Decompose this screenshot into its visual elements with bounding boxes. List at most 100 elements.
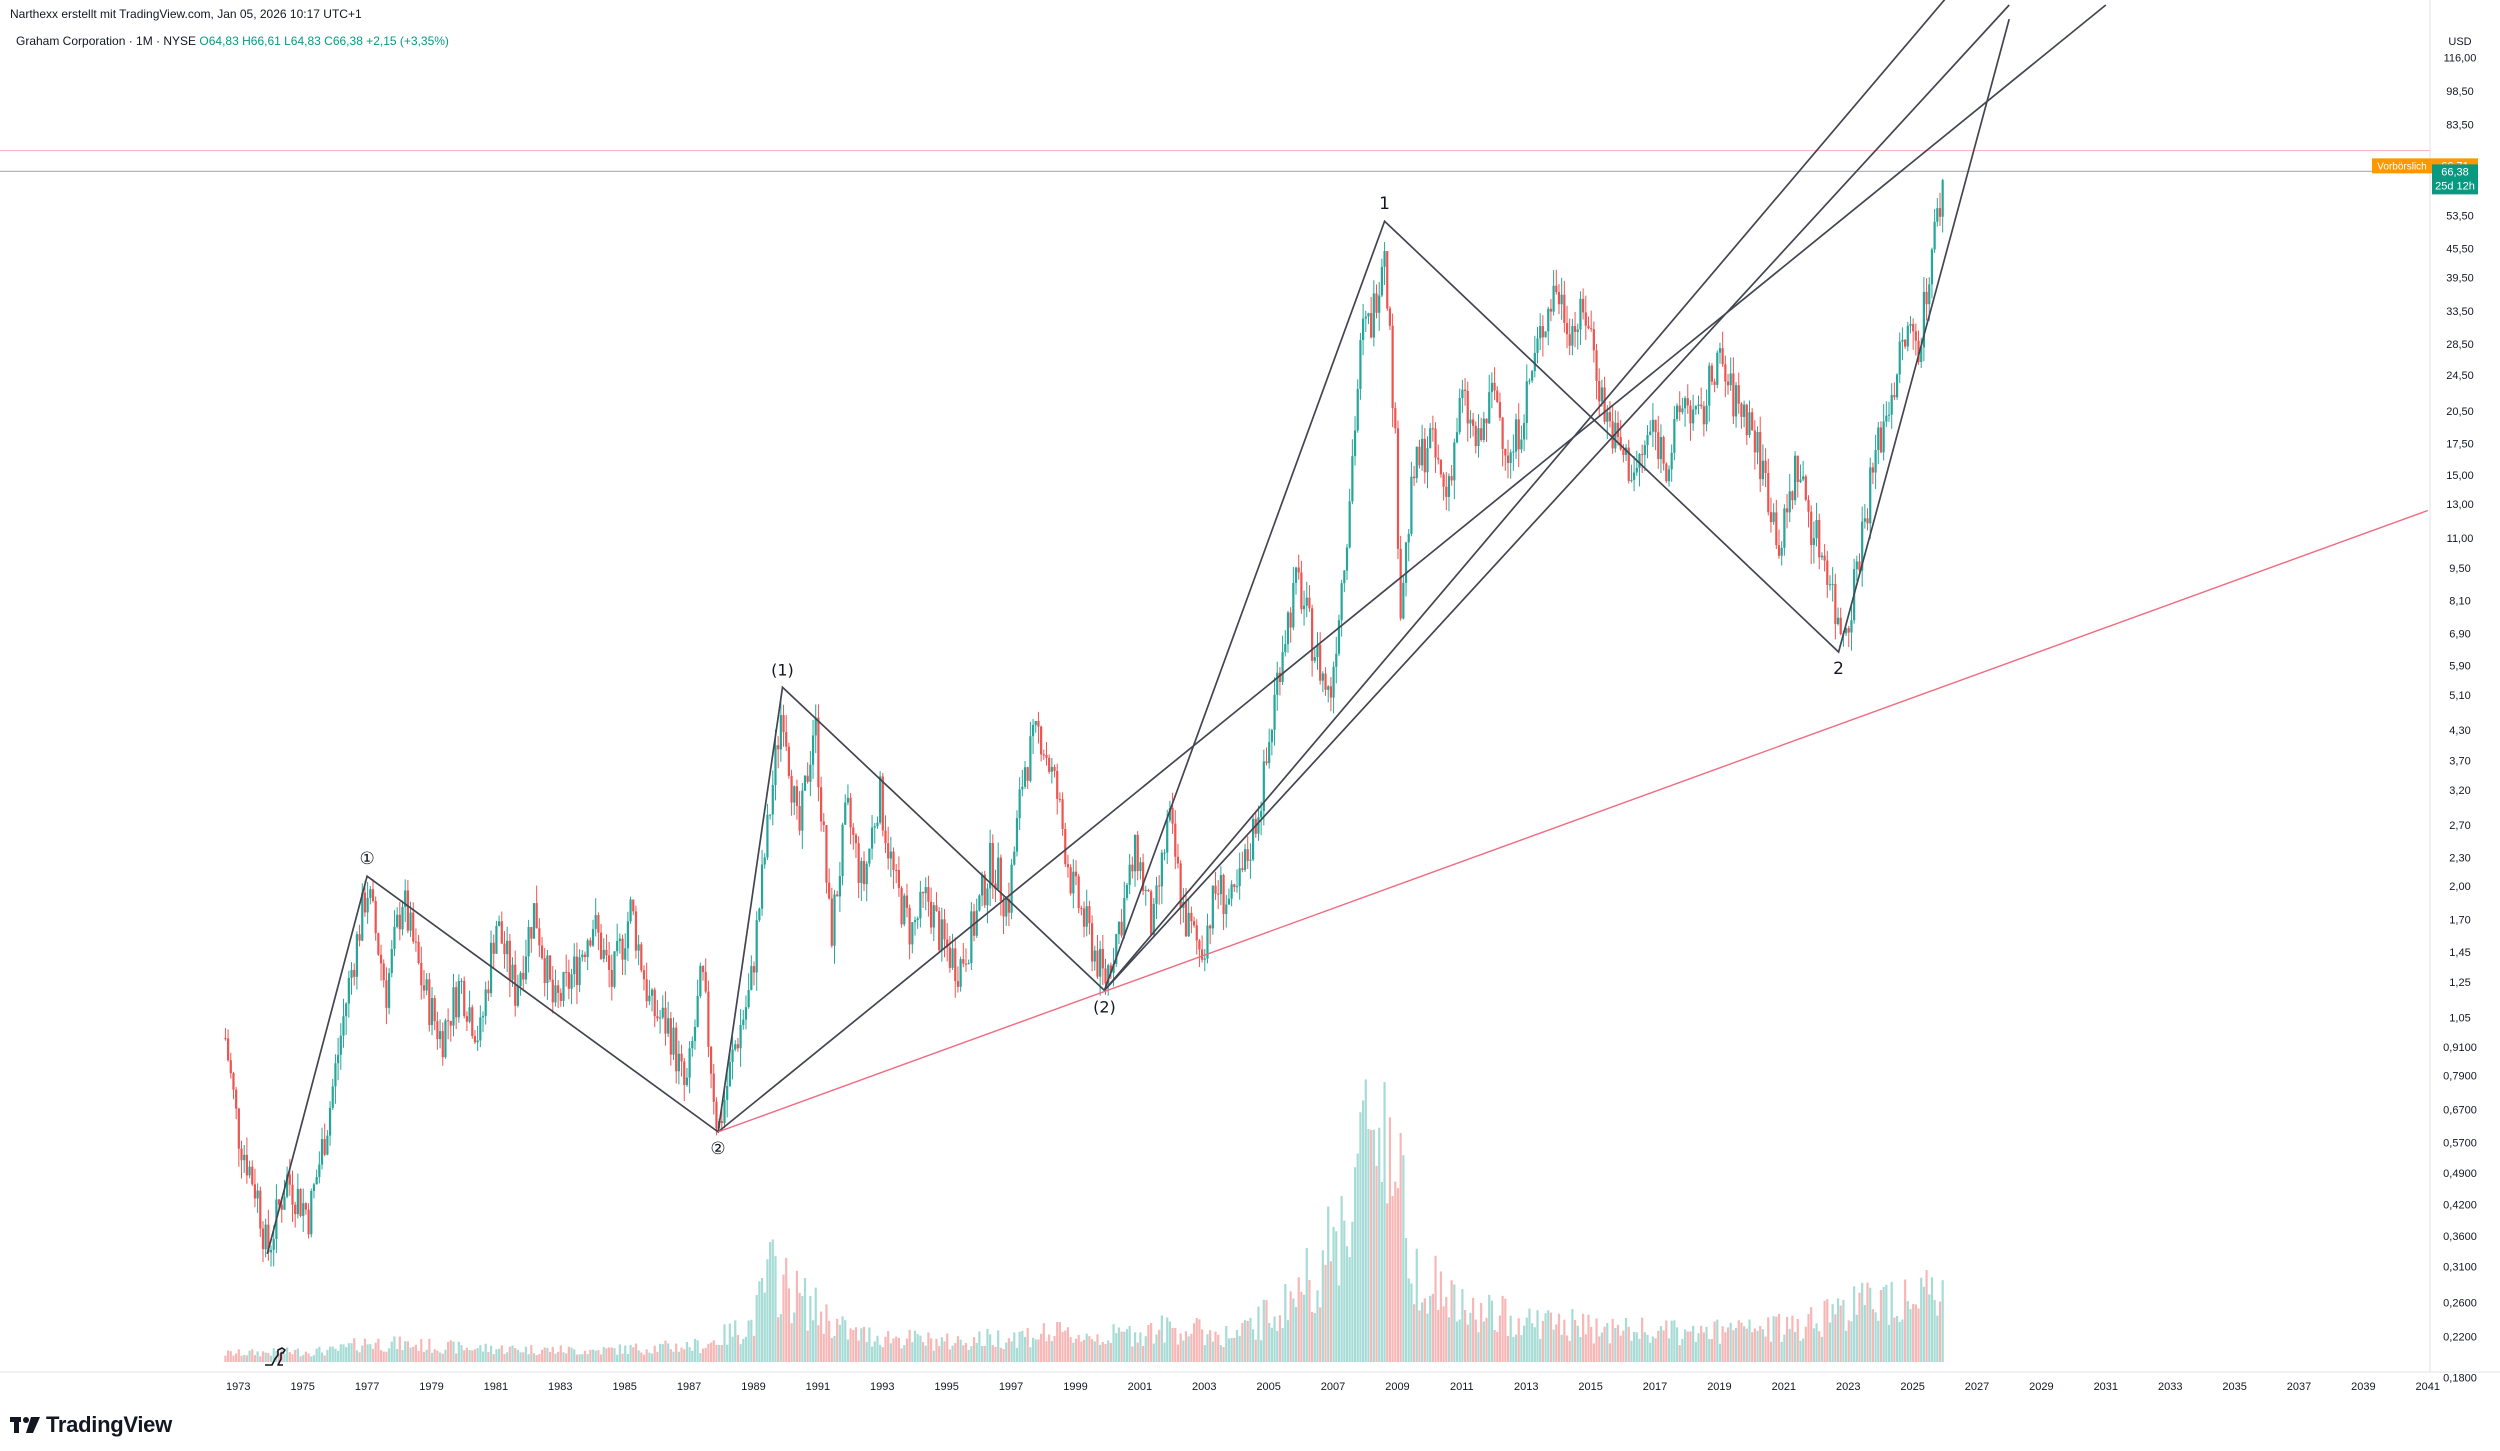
volume-bar-15 — [264, 1352, 267, 1362]
candle-body-520 — [1619, 437, 1622, 450]
volume-bar-423 — [1359, 1112, 1362, 1362]
volume-bar-458 — [1453, 1284, 1456, 1362]
volume-bar-412 — [1329, 1261, 1333, 1362]
candle-body-223 — [822, 821, 825, 826]
volume-bar-144 — [610, 1347, 613, 1362]
year-tick-22: 2017 — [1643, 1381, 1667, 1393]
volume-bar-360 — [1190, 1333, 1193, 1362]
candle-body-203 — [769, 814, 772, 816]
candle-body-451 — [1434, 428, 1437, 458]
candle-body-143 — [608, 955, 611, 971]
price-tick-14: 9,50 — [2449, 563, 2470, 575]
candle-body-512 — [1598, 381, 1601, 402]
candle-body-459 — [1455, 432, 1459, 443]
candle-body-287 — [994, 883, 997, 890]
volume-bar-186 — [723, 1324, 726, 1362]
volume-bar-314 — [1066, 1327, 1070, 1362]
year-tick-17: 2007 — [1321, 1381, 1345, 1393]
volume-bar-123 — [554, 1353, 557, 1362]
volume-bar-30 — [304, 1351, 308, 1362]
candle-body-507 — [1584, 312, 1587, 326]
volume-bar-91 — [468, 1350, 471, 1362]
candle-body-497 — [1557, 292, 1561, 305]
wave-line-0 — [266, 18, 2011, 1255]
volume-bar-348 — [1158, 1329, 1161, 1362]
volume-bar-323 — [1090, 1339, 1094, 1362]
volume-bar-206 — [777, 1317, 780, 1362]
candle-body-92 — [471, 1007, 474, 1037]
volume-bar-106 — [508, 1346, 511, 1362]
candle-body-129 — [570, 974, 573, 989]
candle-body-126 — [562, 971, 565, 1001]
volume-bar-600 — [1834, 1314, 1837, 1362]
volume-bar-467 — [1477, 1332, 1480, 1362]
candle-body-542 — [1678, 405, 1681, 413]
candle-body-201 — [763, 857, 766, 865]
volume-bar-561 — [1729, 1322, 1732, 1362]
volume-bar-393 — [1278, 1315, 1282, 1362]
volume-bar-152 — [632, 1347, 635, 1362]
volume-bar-180 — [707, 1343, 710, 1362]
symbol-legend[interactable]: Graham Corporation · 1M · NYSE O64,83 H6… — [16, 34, 449, 48]
volume-bar-456 — [1447, 1317, 1451, 1362]
volume-bar-125 — [559, 1345, 562, 1362]
wave-labels: ① ② (1) (2) 1 2 — [359, 194, 1844, 1159]
candle-body-209 — [785, 732, 788, 747]
volume-bar-455 — [1445, 1296, 1448, 1362]
candle-body-560 — [1726, 381, 1730, 386]
volume-bar-270 — [948, 1349, 951, 1362]
candle-body-162 — [658, 1017, 662, 1019]
candle-body-501 — [1568, 334, 1571, 346]
candle-body-171 — [683, 1061, 686, 1085]
volume-bar-613 — [1869, 1287, 1872, 1362]
volume-bar-469 — [1482, 1321, 1485, 1362]
volume-bar-73 — [420, 1338, 423, 1362]
candle-body-484 — [1522, 423, 1526, 440]
candle-body-448 — [1426, 448, 1429, 473]
year-tick-5: 1983 — [548, 1381, 572, 1393]
volume-bar-164 — [664, 1340, 667, 1362]
candle-body-472 — [1490, 382, 1493, 393]
candle-body-286 — [991, 843, 994, 884]
volume-bar-6 — [240, 1355, 243, 1362]
candle-body-408 — [1319, 644, 1322, 681]
candle-body-55 — [371, 889, 375, 902]
symbol-label[interactable]: Graham Corporation · 1M · NYSE — [16, 34, 197, 48]
volume-bar-584 — [1791, 1315, 1794, 1362]
volume-bar-230 — [841, 1316, 844, 1362]
volume-bar-377 — [1235, 1329, 1239, 1362]
candle-body-77 — [430, 997, 434, 1026]
volume-bar-629 — [1912, 1304, 1915, 1362]
volume-bar-368 — [1211, 1341, 1214, 1362]
volume-bar-187 — [726, 1344, 729, 1362]
volume-bar-339 — [1133, 1332, 1137, 1362]
price-tick-36: 0,3100 — [2443, 1262, 2477, 1274]
candle-body-3 — [232, 1073, 235, 1090]
candle-body-333 — [1117, 921, 1121, 935]
candle-body-43 — [339, 1035, 342, 1055]
price-tick-33: 0,4900 — [2443, 1168, 2477, 1180]
volume-bar-242 — [873, 1341, 876, 1362]
volume-bar-554 — [1710, 1338, 1714, 1362]
volume-bar-72 — [417, 1350, 420, 1362]
volume-bar-347 — [1155, 1334, 1158, 1362]
volume-bar-332 — [1115, 1333, 1118, 1362]
candle-body-99 — [489, 942, 493, 994]
volume-bar-305 — [1042, 1323, 1045, 1362]
candle-body-84 — [449, 1020, 452, 1026]
candle-body-517 — [1611, 421, 1614, 449]
volume-bar-594 — [1818, 1331, 1821, 1362]
candle-body-144 — [610, 970, 613, 987]
volume-bar-283 — [983, 1345, 986, 1362]
candle-body-533 — [1654, 419, 1657, 433]
candle-body-182 — [712, 1073, 715, 1102]
volume-bar-301 — [1031, 1337, 1035, 1362]
candle-body-559 — [1724, 364, 1727, 382]
candle-body-565 — [1740, 403, 1743, 417]
candle-body-597 — [1826, 560, 1829, 585]
volume-bar-39 — [328, 1346, 332, 1362]
candle-body-601 — [1836, 617, 1840, 625]
price-tick-29: 0,9100 — [2443, 1042, 2477, 1054]
tradingview-brand[interactable]: TradingView — [10, 1412, 172, 1438]
